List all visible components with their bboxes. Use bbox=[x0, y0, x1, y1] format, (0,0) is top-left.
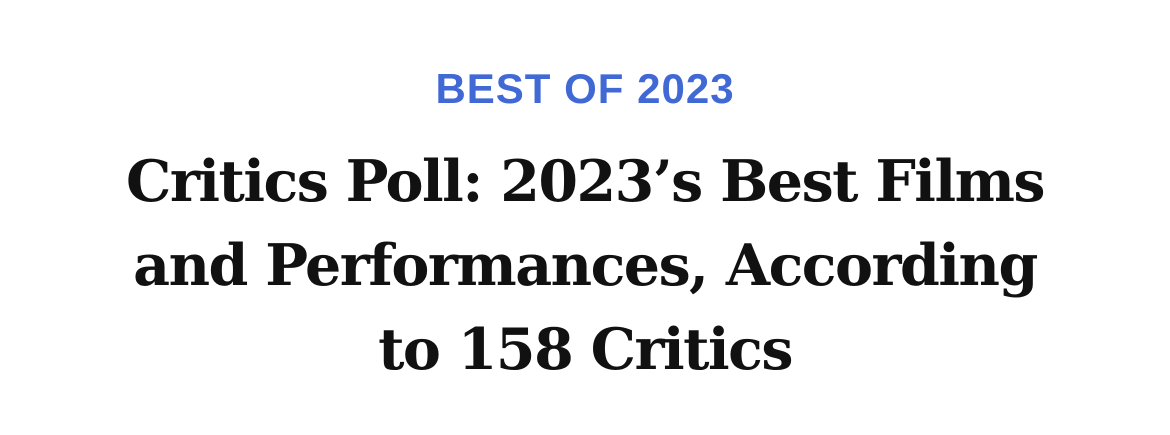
headline-line-3: to 158 Critics bbox=[378, 316, 793, 383]
headline-line-1: Critics Poll: 2023’s Best Films bbox=[125, 148, 1046, 215]
section-kicker[interactable]: BEST OF 2023 bbox=[435, 65, 735, 112]
article-headline: Critics Poll: 2023’s Best Films and Perf… bbox=[40, 140, 1130, 392]
headline-line-2: and Performances, According bbox=[133, 232, 1038, 299]
